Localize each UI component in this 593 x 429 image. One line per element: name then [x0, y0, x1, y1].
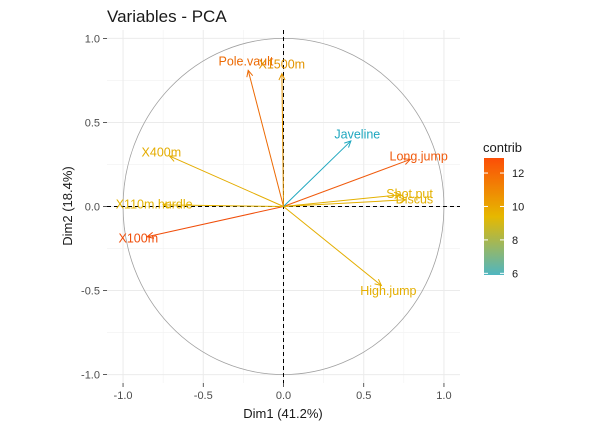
x-tick-label: -0.5 [194, 390, 213, 402]
label-x1500m: X1500m [259, 58, 306, 72]
x-axis-title: Dim1 (41.2%) [243, 406, 322, 421]
arrow-pole-vault [247, 70, 284, 207]
y-tick-label: 0.5 [85, 117, 100, 129]
arrowhead-x110m-hurdle [162, 201, 170, 209]
label-x400m: X400m [142, 145, 182, 159]
label-x110m-hurdle: X110m.hurdle [116, 198, 193, 212]
x-tick-label: -1.0 [114, 390, 133, 402]
label-x100m: X100m [119, 232, 159, 246]
arrowhead-x100m [145, 232, 155, 239]
legend-tick-label: 6 [512, 268, 518, 280]
chart-title: Variables - PCA [107, 7, 227, 26]
arrow-x1500m [281, 73, 284, 207]
legend-tick-label: 10 [512, 201, 524, 213]
arrow-javeline [283, 140, 352, 207]
arrow-shot-put [283, 194, 401, 207]
legend: contrib 6 8 10 12 [483, 140, 524, 280]
arrow-x110m-hurdle [163, 204, 284, 207]
arrowhead-discus [398, 196, 407, 204]
arrowhead-shot-put [393, 191, 402, 199]
legend-colorbar [484, 158, 504, 275]
label-pole-vault: Pole.vault [218, 55, 273, 69]
arrowhead-javeline [344, 140, 352, 148]
arrow-long-jump [283, 158, 411, 207]
arrowhead-long-jump [403, 158, 412, 165]
y-tick-label: 0.0 [85, 202, 100, 214]
axis-ticks: -1.0 -0.5 0.0 0.5 1.0 -1.0 -0.5 0.0 0.5 1.0 [81, 33, 452, 402]
legend-title: contrib [483, 140, 522, 155]
legend-tick-label: 8 [512, 235, 518, 247]
label-long-jump: Long.jump [390, 149, 448, 163]
y-tick-label: -0.5 [81, 286, 100, 298]
y-tick-label: -1.0 [81, 370, 100, 382]
variable-labels: X100m Long.jump Shot.put High.jump X400m X110… [116, 55, 448, 299]
y-axis-title: Dim2 (18.4%) [60, 166, 75, 245]
label-discus: Discus [396, 192, 434, 206]
arrow-discus [283, 199, 406, 207]
y-tick-label: 1.0 [85, 33, 100, 45]
arrowhead-high-jump [374, 278, 383, 287]
legend-tick-label: 12 [512, 168, 524, 180]
x-tick-label: 1.0 [436, 390, 451, 402]
arrowhead-x1500m [278, 72, 286, 81]
label-shot-put: Shot.put [386, 187, 433, 201]
arrowhead-pole-vault [246, 69, 254, 78]
arrow-high-jump [283, 206, 382, 286]
arrow-x400m [169, 155, 284, 207]
label-javeline: Javeline [334, 128, 380, 142]
arrow-x100m [147, 206, 284, 238]
legend-ticks: 6 8 10 12 [484, 168, 524, 280]
variable-arrows [145, 69, 412, 287]
arrowhead-x400m [168, 155, 177, 162]
x-tick-label: 0.5 [356, 390, 371, 402]
x-tick-label: 0.0 [276, 390, 291, 402]
label-high-jump: High.jump [360, 284, 416, 298]
